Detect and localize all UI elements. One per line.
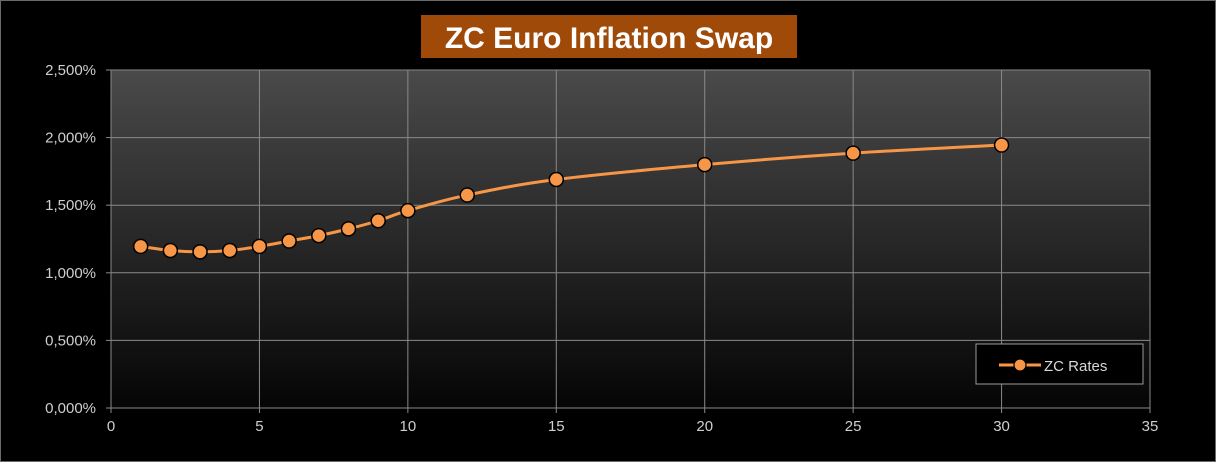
data-point-marker (845, 145, 861, 161)
legend-marker-swatch (1013, 358, 1027, 372)
x-tick-label: 0 (107, 418, 115, 435)
data-point-marker (132, 238, 149, 255)
data-point-marker (459, 187, 475, 203)
series-layer (132, 137, 1010, 260)
x-tick-label: 25 (845, 418, 862, 435)
chart-title: ZC Euro Inflation Swap (445, 22, 773, 55)
data-point-marker (696, 156, 713, 173)
data-point-marker (370, 212, 386, 229)
x-tick-label: 20 (696, 418, 713, 435)
x-tick-label: 30 (993, 418, 1010, 435)
data-point-marker (221, 242, 238, 259)
y-tick-label: 1,500% (45, 197, 96, 214)
data-point-marker (251, 238, 268, 255)
data-point-marker (400, 202, 416, 219)
y-tick-label: 1,000% (45, 265, 96, 282)
data-point-marker (548, 171, 565, 188)
x-tick-label: 15 (548, 418, 565, 435)
data-point-marker (162, 242, 179, 259)
data-point-marker (192, 244, 208, 260)
chart-title-background (421, 15, 797, 58)
x-tick-label: 5 (255, 418, 263, 435)
data-point-marker (340, 221, 357, 237)
legend: ZC Rates (975, 343, 1144, 385)
y-tick-label: 0,000% (45, 400, 96, 417)
x-tick-label: 35 (1142, 418, 1159, 435)
x-tick-label: 10 (400, 418, 417, 435)
data-point-marker (281, 233, 297, 249)
y-tick-label: 2,000% (45, 130, 96, 147)
y-tick-label: 0,500% (45, 332, 96, 349)
y-tick-label: 2,500% (45, 62, 96, 79)
data-point-marker (311, 227, 327, 244)
data-point-marker (993, 137, 1010, 153)
axis-ticks: 0 5 10 15 20 25 30 35 0,000% 0,500% 1,000% 1,500% 2,… (45, 62, 1158, 435)
gridlines (110, 69, 1151, 409)
legend-label-zc-rates: ZC Rates (1044, 358, 1107, 375)
